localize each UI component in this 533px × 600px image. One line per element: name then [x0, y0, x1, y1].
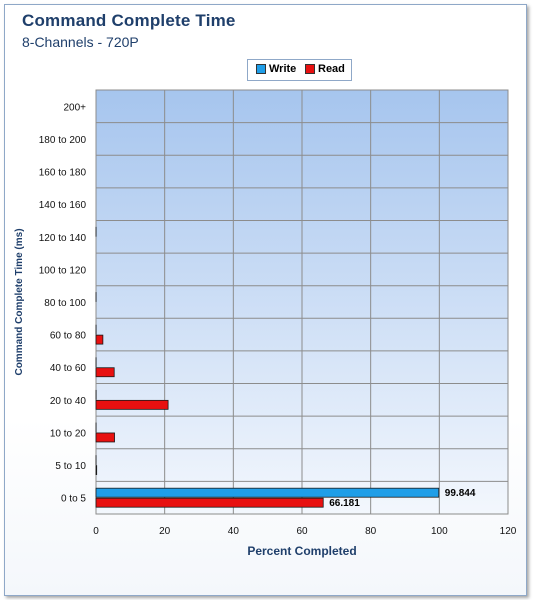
y-category-label: 200+: [63, 102, 86, 113]
data-label: 99.844: [445, 488, 476, 499]
y-category-label: 140 to 160: [39, 200, 87, 211]
chart-title: Command Complete Time: [22, 11, 236, 30]
x-tick-label: 120: [500, 526, 517, 537]
bar-read: [95, 465, 98, 475]
y-category-label: 120 to 140: [39, 233, 87, 244]
x-tick-label: 60: [296, 526, 308, 537]
legend-label-read: Read: [318, 63, 345, 75]
x-tick-label: 20: [159, 526, 171, 537]
y-category-label: 0 to 5: [61, 494, 86, 505]
y-category-label: 5 to 10: [55, 461, 86, 472]
y-category-label: 10 to 20: [50, 428, 87, 439]
x-tick-label: 40: [228, 526, 240, 537]
bar-read: [95, 367, 115, 378]
legend-swatch-read: [305, 64, 315, 74]
y-category-label: 80 to 100: [44, 298, 86, 309]
legend-label-write: Write: [269, 63, 297, 75]
x-tick-label: 80: [365, 526, 377, 537]
data-label: 66.181: [329, 498, 360, 509]
y-category-label: 20 to 40: [50, 396, 87, 407]
y-category-label: 180 to 200: [39, 135, 87, 146]
bar-read: [95, 497, 324, 508]
bar-read: [95, 432, 115, 443]
y-axis-title: Command Complete Time (ms): [14, 228, 25, 375]
bar-read: [95, 334, 104, 345]
y-category-label: 100 to 120: [39, 265, 87, 276]
bar-read: [95, 399, 169, 410]
legend-item-write: Write: [256, 63, 296, 75]
legend-swatch-write: [256, 64, 266, 74]
chart-legend: Write Read: [247, 59, 352, 81]
x-tick-label: 100: [431, 526, 448, 537]
y-category-label: 40 to 60: [50, 363, 87, 374]
chart-subtitle: 8-Channels - 720P: [22, 34, 139, 50]
y-category-label: 60 to 80: [50, 331, 87, 342]
x-axis-title: Percent Completed: [247, 544, 356, 558]
y-category-label: 160 to 180: [39, 168, 87, 179]
bar-write: [95, 487, 440, 498]
x-tick-label: 0: [93, 526, 99, 537]
legend-item-read: Read: [305, 63, 345, 75]
